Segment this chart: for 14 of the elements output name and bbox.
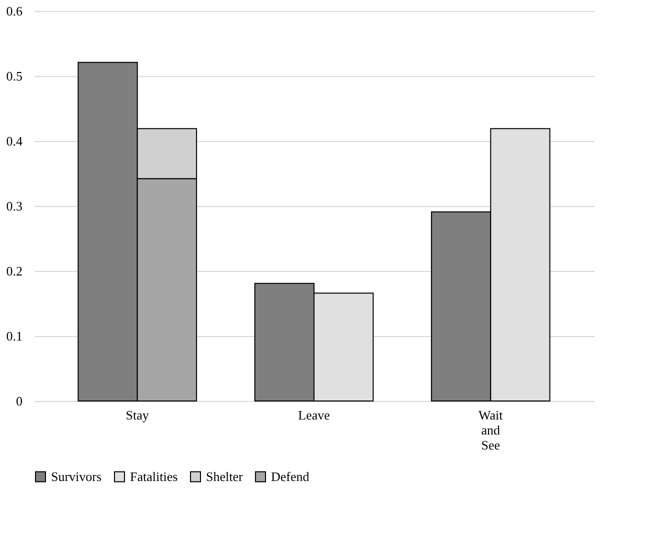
x-tick-label: Leave xyxy=(298,408,330,422)
legend-label: Defend xyxy=(271,468,310,484)
y-tick-label: 0.6 xyxy=(6,4,23,18)
x-tick-label: Stay xyxy=(126,408,150,422)
y-tick-label: 0.1 xyxy=(6,328,22,344)
x-tick-label: Wait and See xyxy=(478,408,504,452)
y-tick-label: 0 xyxy=(16,394,22,408)
y-tick-label: 0.2 xyxy=(6,264,22,278)
y-tick-label: 0.4 xyxy=(6,134,23,148)
legend-label: Fatalities xyxy=(130,468,178,484)
legend-label: Survivors xyxy=(51,468,102,484)
y-tick-label: 0.5 xyxy=(6,68,22,84)
y-tick-label: 0.3 xyxy=(6,198,22,214)
legend-label: Shelter xyxy=(206,468,244,484)
